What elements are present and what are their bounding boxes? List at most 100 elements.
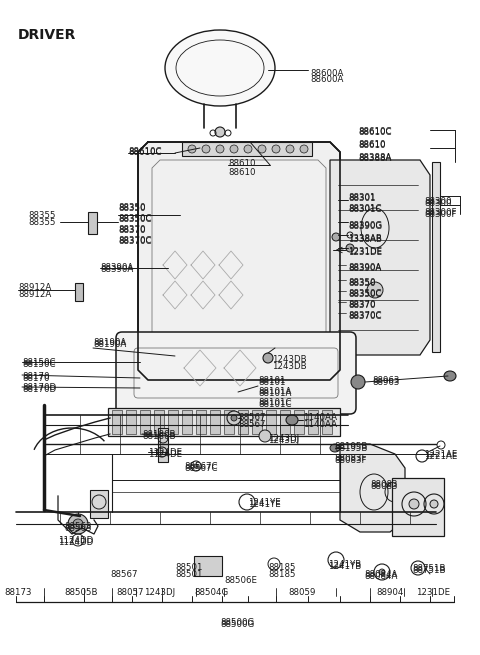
- Ellipse shape: [286, 415, 298, 425]
- Text: 88963: 88963: [372, 376, 399, 385]
- Text: 88195B: 88195B: [334, 442, 367, 451]
- Bar: [308, 410, 318, 434]
- Text: 88610: 88610: [358, 140, 385, 149]
- Text: 88301: 88301: [348, 194, 375, 203]
- Ellipse shape: [332, 233, 340, 241]
- Text: 88912A: 88912A: [18, 282, 51, 291]
- Ellipse shape: [215, 127, 225, 137]
- Text: 88355: 88355: [28, 218, 56, 227]
- Bar: [224, 410, 234, 434]
- Text: 88370: 88370: [118, 225, 145, 234]
- Text: 1124DD: 1124DD: [58, 536, 93, 545]
- Text: 88059: 88059: [288, 588, 315, 597]
- Text: 88751B: 88751B: [412, 564, 445, 573]
- Text: 88388A: 88388A: [358, 154, 391, 163]
- Bar: [210, 410, 220, 434]
- Text: 88101A: 88101A: [258, 389, 291, 398]
- Text: 88301: 88301: [348, 193, 375, 202]
- Text: 88505B: 88505B: [64, 588, 97, 597]
- Text: 88610: 88610: [228, 168, 255, 177]
- Ellipse shape: [230, 145, 238, 153]
- Text: 1241YB: 1241YB: [328, 560, 361, 569]
- Text: 88567C: 88567C: [184, 464, 217, 473]
- Text: 88501: 88501: [175, 570, 203, 579]
- Bar: [294, 410, 304, 434]
- Text: 88390A: 88390A: [100, 263, 133, 272]
- Text: 88101: 88101: [258, 378, 286, 387]
- Ellipse shape: [379, 569, 385, 575]
- Text: 88390A: 88390A: [100, 265, 133, 274]
- Text: 1241YE: 1241YE: [248, 500, 281, 509]
- Text: 88083: 88083: [370, 482, 397, 491]
- Ellipse shape: [258, 145, 266, 153]
- Text: 88370: 88370: [118, 226, 145, 235]
- Bar: [432, 162, 440, 352]
- Bar: [108, 408, 340, 436]
- Text: 88350: 88350: [348, 278, 375, 287]
- Text: 88300: 88300: [424, 199, 452, 208]
- Ellipse shape: [227, 411, 241, 425]
- Ellipse shape: [444, 371, 456, 381]
- Polygon shape: [340, 444, 405, 532]
- Ellipse shape: [346, 244, 354, 252]
- Text: 88300: 88300: [424, 197, 452, 206]
- Text: 88504G: 88504G: [194, 588, 228, 597]
- Ellipse shape: [216, 145, 224, 153]
- Text: 1221AE: 1221AE: [424, 450, 457, 459]
- Text: 88610C: 88610C: [358, 127, 392, 136]
- Text: 88101A: 88101A: [258, 387, 291, 396]
- Text: 1231DE: 1231DE: [416, 588, 450, 597]
- Text: 88751B: 88751B: [412, 566, 445, 575]
- Text: 88350C: 88350C: [118, 214, 152, 223]
- Text: 88370: 88370: [348, 300, 375, 309]
- Bar: [75, 283, 83, 301]
- Ellipse shape: [244, 145, 252, 153]
- Text: 88083F: 88083F: [334, 456, 367, 465]
- Text: 88390G: 88390G: [348, 222, 382, 231]
- Bar: [280, 410, 290, 434]
- Text: 88355: 88355: [28, 212, 56, 221]
- Text: 88084A: 88084A: [364, 570, 397, 579]
- Ellipse shape: [286, 145, 294, 153]
- Text: 1231DE: 1231DE: [348, 247, 382, 256]
- Text: 88195B: 88195B: [334, 444, 367, 453]
- Bar: [112, 410, 122, 434]
- Text: 88500G: 88500G: [220, 620, 254, 629]
- Ellipse shape: [188, 145, 196, 153]
- Text: 88567C: 88567C: [184, 462, 217, 471]
- Text: 88610: 88610: [358, 141, 385, 150]
- Text: 88350C: 88350C: [348, 289, 382, 298]
- Bar: [168, 410, 178, 434]
- Text: 88170: 88170: [22, 374, 49, 383]
- Text: 88190A: 88190A: [93, 338, 126, 347]
- Bar: [252, 410, 262, 434]
- Text: 1140AA: 1140AA: [303, 413, 337, 422]
- Ellipse shape: [409, 499, 419, 509]
- Text: 88390A: 88390A: [348, 264, 381, 273]
- Text: 88912A: 88912A: [18, 290, 51, 299]
- Text: 88600A: 88600A: [310, 69, 343, 79]
- Text: 88350: 88350: [118, 204, 145, 213]
- Text: 88170D: 88170D: [22, 383, 56, 392]
- Ellipse shape: [259, 430, 271, 442]
- Text: 1124DE: 1124DE: [148, 448, 182, 457]
- Text: 1231DE: 1231DE: [348, 248, 382, 257]
- Text: 1221AE: 1221AE: [424, 452, 457, 461]
- Ellipse shape: [430, 500, 438, 508]
- Text: 1338AB: 1338AB: [348, 234, 382, 243]
- Bar: [158, 428, 168, 462]
- Text: 88600A: 88600A: [310, 75, 343, 84]
- Text: 1241YE: 1241YE: [248, 498, 281, 507]
- Text: 88185: 88185: [268, 563, 296, 572]
- Text: 88963: 88963: [372, 378, 399, 387]
- Bar: [126, 410, 136, 434]
- Text: 1243DB: 1243DB: [272, 356, 307, 364]
- Ellipse shape: [73, 519, 83, 529]
- Ellipse shape: [263, 353, 273, 363]
- Text: 88567: 88567: [238, 420, 265, 429]
- Text: 1241YB: 1241YB: [328, 562, 361, 571]
- Ellipse shape: [330, 444, 340, 452]
- Bar: [182, 142, 312, 156]
- Ellipse shape: [194, 464, 198, 468]
- Text: 88506E: 88506E: [224, 576, 257, 585]
